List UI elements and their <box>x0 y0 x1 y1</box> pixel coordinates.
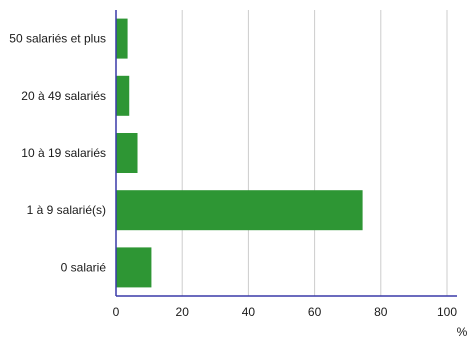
unit-label: % <box>457 325 468 339</box>
x-tick-labels: 0 20 40 60 80 100 <box>113 305 458 319</box>
grid-lines <box>181 10 448 296</box>
bar <box>116 75 130 116</box>
category-label: 50 salariés et plus <box>9 32 106 46</box>
x-tick-label: 80 <box>374 305 388 319</box>
category-label: 20 à 49 salariés <box>21 89 106 103</box>
x-tick-label: 0 <box>113 305 120 319</box>
bar <box>116 190 363 231</box>
bar <box>116 133 138 173</box>
bar <box>116 18 128 59</box>
x-tick-label: 60 <box>308 305 322 319</box>
category-label: 10 à 19 salariés <box>21 146 106 160</box>
x-tick-label: 40 <box>242 305 256 319</box>
bars <box>116 18 363 288</box>
category-label: 1 à 9 salarié(s) <box>27 203 106 217</box>
category-labels: 50 salariés et plus 20 à 49 salariés 10 à … <box>9 32 106 275</box>
axes <box>115 10 457 297</box>
bar <box>116 247 152 288</box>
x-tick-label: 100 <box>437 305 457 319</box>
category-label: 0 salarié <box>61 260 107 274</box>
x-tick-label: 20 <box>176 305 190 319</box>
